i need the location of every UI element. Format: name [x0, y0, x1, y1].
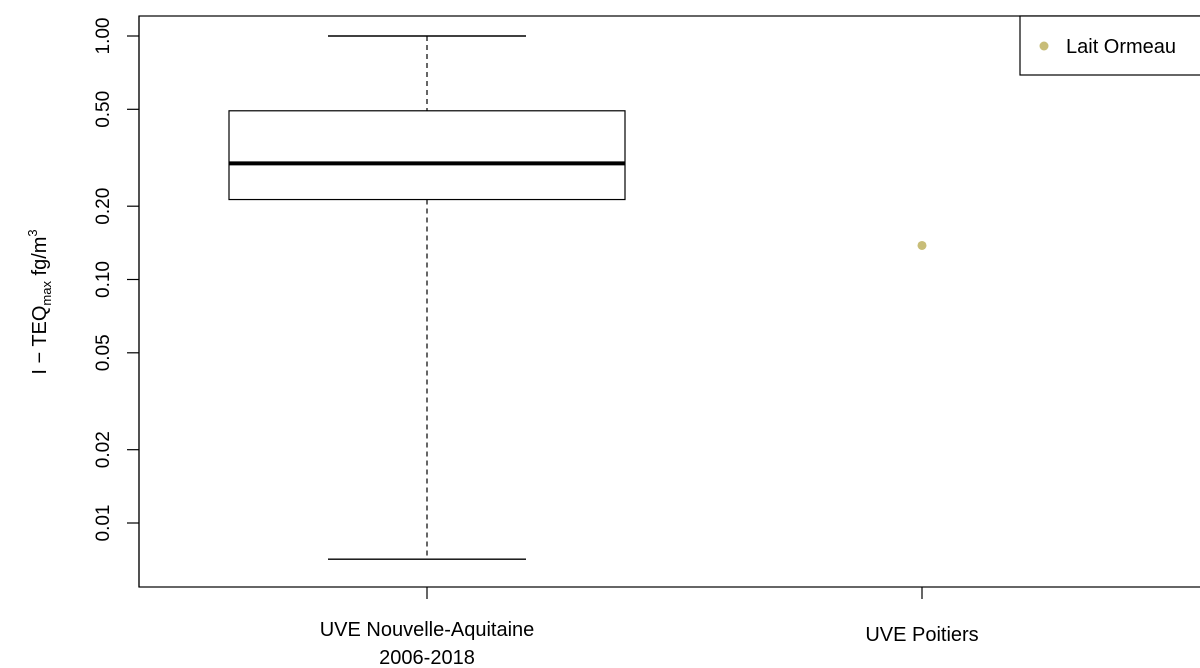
y-tick-label: 0.01: [93, 505, 114, 542]
box-group: [228, 35, 626, 560]
y-tick-label: 0.10: [93, 261, 114, 298]
plot-frame: [138, 15, 1200, 588]
y-tick-label: 0.02: [93, 431, 114, 468]
y-tick-label: 0.20: [93, 188, 114, 225]
y-axis-label-subscript: max: [39, 281, 54, 306]
iqr-box: [228, 110, 626, 201]
y-tick-label: 1.00: [93, 18, 114, 55]
y-axis-label-superscript: 3: [25, 229, 40, 236]
y-tick-label: 0.50: [93, 91, 114, 128]
legend-marker: [1039, 41, 1049, 51]
y-axis-label: I − TEQmax fg/m3: [25, 229, 54, 374]
x-category-label: UVE Nouvelle-Aquitaine: [320, 619, 535, 641]
data-point: [917, 240, 927, 250]
x-category-label: UVE Poitiers: [865, 624, 978, 646]
y-axis-ticks: 0.01 0.02 0.05 0.10 0.20 0.50 1.00: [93, 18, 139, 542]
y-axis-label-prefix: I − TEQ: [29, 306, 51, 375]
legend: Lait Ormeau: [1019, 15, 1200, 76]
legend-label: Lait Ormeau: [1066, 36, 1176, 58]
points-group: [917, 240, 927, 250]
x-axis-ticks: UVE Nouvelle-Aquitaine 2006-2018 UVE Poiti…: [320, 587, 979, 668]
y-axis-label-unit: fg/m: [29, 237, 51, 281]
x-category-label-line2: 2006-2018: [379, 647, 475, 668]
y-tick-label: 0.05: [93, 334, 114, 371]
legend-box: [1019, 15, 1200, 76]
